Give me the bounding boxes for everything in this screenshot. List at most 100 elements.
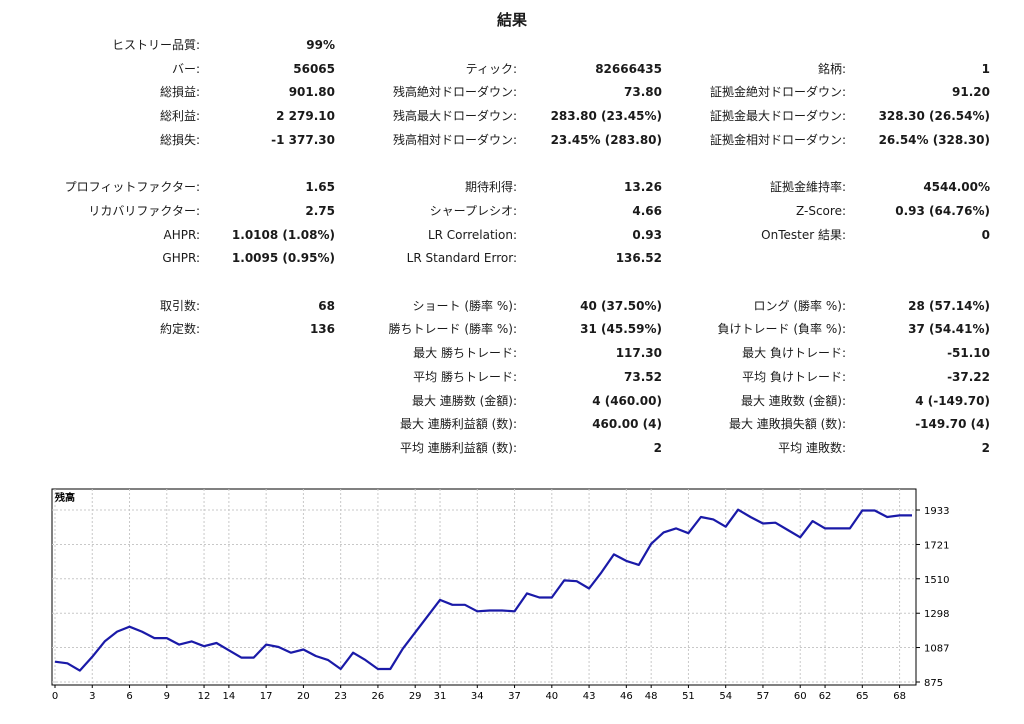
stat-label: AHPR: <box>163 228 200 242</box>
x-tick-label: 23 <box>334 691 347 702</box>
stat-label: ヒストリー品質: <box>111 38 200 52</box>
y-tick-label: 875 <box>924 678 943 689</box>
stat-label: 残高絶対ドローダウン: <box>392 85 517 99</box>
stat-label: 取引数: <box>159 299 200 313</box>
x-tick-label: 0 <box>52 691 58 702</box>
stat-label: 負けトレード (負率 %): <box>717 322 846 336</box>
stat-value: -37.22 <box>947 370 990 384</box>
x-tick-label: 51 <box>682 691 695 702</box>
stat-value: 68 <box>318 299 335 313</box>
report-title: 結果 <box>496 11 527 29</box>
stat-value: 4544.00% <box>923 180 990 194</box>
y-tick-label: 1721 <box>924 540 949 551</box>
stat-label: ショート (勝率 %): <box>412 299 517 313</box>
stat-label: 総損益: <box>159 85 200 99</box>
x-tick-label: 20 <box>297 691 310 702</box>
x-tick-labels: 0 3 6 9 12 14 17 20 23 26 29 31 34 37 40 43 46 48 51 54 57 60… <box>52 685 906 702</box>
stat-label: 平均 連敗数: <box>778 441 846 455</box>
stat-value: -1 377.30 <box>271 133 335 147</box>
y-tick-label: 1933 <box>924 506 949 517</box>
stat-label: シャープレシオ: <box>429 204 517 218</box>
x-tick-label: 54 <box>719 691 732 702</box>
stat-label: 期待利得: <box>464 180 517 194</box>
stat-label: 最大 負けトレード: <box>742 346 846 360</box>
stat-value: 136.52 <box>615 251 662 265</box>
balance-series-line <box>54 508 912 672</box>
stat-value: 2.75 <box>305 204 335 218</box>
stat-value: 4 (-149.70) <box>915 394 990 408</box>
stat-value: 31 (45.59%) <box>580 322 662 336</box>
stat-label: 銘柄: <box>817 62 846 76</box>
stat-value: 460.00 (4) <box>592 417 662 431</box>
stat-value: 4.66 <box>632 204 662 218</box>
stat-label: 最大 勝ちトレード: <box>413 346 517 360</box>
stat-value: 56065 <box>293 62 335 76</box>
stat-label: 証拠金維持率: <box>769 180 846 194</box>
stat-label: プロフィットファクター: <box>64 180 200 194</box>
stat-label: 総損失: <box>159 133 200 147</box>
stat-value: 37 (54.41%) <box>908 322 990 336</box>
stat-value: 40 (37.50%) <box>580 299 662 313</box>
x-tick-label: 46 <box>620 691 633 702</box>
stat-value: 1.65 <box>305 180 335 194</box>
x-tick-label: 12 <box>198 691 211 702</box>
x-tick-label: 60 <box>794 691 807 702</box>
x-tick-label: 29 <box>409 691 422 702</box>
stat-label: 最大 連敗数 (金額): <box>740 394 846 408</box>
stat-label: LR Standard Error: <box>406 251 517 265</box>
stat-value: 28 (57.14%) <box>908 299 990 313</box>
stat-label: 残高相対ドローダウン: <box>392 133 517 147</box>
x-tick-label: 9 <box>164 691 170 702</box>
stat-label: 残高最大ドローダウン: <box>392 109 517 123</box>
stat-value: 117.30 <box>615 346 662 360</box>
stat-value: -51.10 <box>947 346 990 360</box>
stat-value: 136 <box>309 322 335 336</box>
x-tick-label: 57 <box>757 691 770 702</box>
stat-label: 最大 連勝数 (金額): <box>411 394 517 408</box>
y-tick-label: 1298 <box>924 609 949 620</box>
stat-label: OnTester 結果: <box>761 228 846 242</box>
chart-title: 残高 <box>55 491 75 504</box>
stat-value: 0 <box>981 228 990 242</box>
horizontal-grid <box>52 509 916 683</box>
stat-value: 1.0108 (1.08%) <box>231 228 335 242</box>
stat-label: 証拠金最大ドローダウン: <box>709 109 846 123</box>
stat-value: 328.30 (26.54%) <box>878 109 990 123</box>
stat-value: 26.54% (328.30) <box>878 133 990 147</box>
x-tick-label: 31 <box>434 691 447 702</box>
stat-value: 2 279.10 <box>276 109 335 123</box>
stat-value: 4 (460.00) <box>592 394 662 408</box>
stat-label: 平均 負けトレード: <box>742 370 846 384</box>
stat-label: 証拠金絶対ドローダウン: <box>709 85 846 99</box>
stat-label: Z-Score: <box>796 204 846 218</box>
x-tick-label: 3 <box>89 691 95 702</box>
stat-label: LR Correlation: <box>427 228 517 242</box>
stat-value: 1 <box>981 62 990 76</box>
stat-value: 23.45% (283.80) <box>550 133 662 147</box>
stat-label: 最大 連敗損失額 (数): <box>728 417 846 431</box>
stat-label: ロング (勝率 %): <box>753 299 846 313</box>
x-tick-label: 17 <box>260 691 273 702</box>
stat-label: バー: <box>171 62 200 76</box>
stat-label: 約定数: <box>159 322 200 336</box>
x-tick-label: 40 <box>545 691 558 702</box>
x-tick-label: 26 <box>372 691 385 702</box>
stat-label: ティック: <box>465 62 517 76</box>
x-tick-label: 48 <box>645 691 658 702</box>
stat-label: GHPR: <box>162 251 200 265</box>
stat-label: 平均 連勝利益額 (数): <box>399 441 517 455</box>
y-tick-label: 1087 <box>924 644 949 655</box>
stat-value: 901.80 <box>288 85 335 99</box>
x-tick-label: 43 <box>583 691 596 702</box>
x-tick-label: 65 <box>856 691 869 702</box>
stat-value: 73.80 <box>624 85 662 99</box>
stat-label: 平均 勝ちトレード: <box>413 370 517 384</box>
stat-label: 最大 連勝利益額 (数): <box>399 417 517 431</box>
y-tick-label: 1510 <box>924 575 949 586</box>
balance-chart: 0 3 6 9 12 14 17 20 23 26 29 31 34 37 40 43 46 48 51 54 57 60… <box>51 488 949 702</box>
x-tick-label: 14 <box>223 691 236 702</box>
stat-label: 証拠金相対ドローダウン: <box>709 133 846 147</box>
stat-label: 勝ちトレード (勝率 %): <box>388 322 517 336</box>
stat-label: リカバリファクター: <box>88 204 200 218</box>
x-tick-label: 37 <box>508 691 521 702</box>
